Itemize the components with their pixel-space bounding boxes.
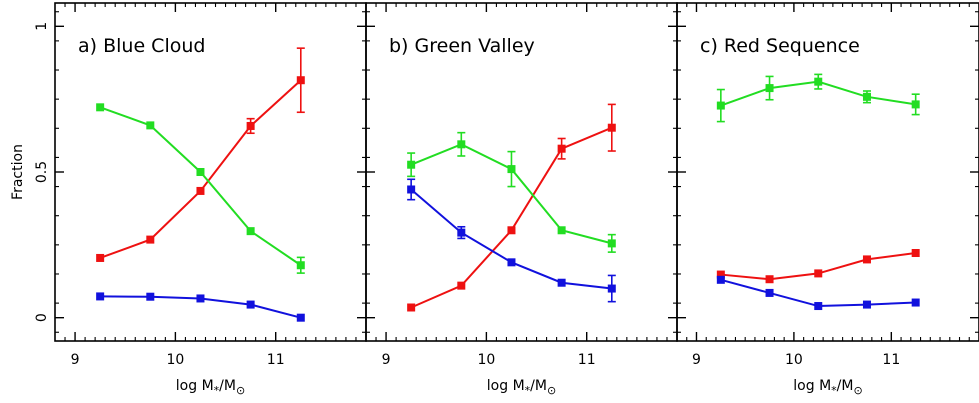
red-point (96, 253, 105, 262)
x-tick-label: 9 (692, 352, 701, 368)
green-point (196, 168, 205, 176)
blue-point (557, 278, 566, 287)
red-point (716, 270, 725, 279)
blue-point (765, 288, 774, 297)
x-tick-label: 9 (382, 352, 391, 368)
blue-point (457, 228, 466, 237)
green-point (96, 103, 105, 112)
red-point (457, 281, 466, 290)
blue-point (96, 292, 105, 301)
x-tick-label: 11 (267, 352, 285, 368)
panel-2: 9 10 11 b) Green Valley log M*/M⊙ (365, 2, 678, 397)
panel-title: c) Red Sequence (700, 35, 860, 57)
blue-point (196, 294, 205, 303)
green-point (862, 92, 871, 101)
x-axis-label: log M*/M⊙ (176, 378, 245, 397)
panel-title: b) Green Valley (389, 35, 535, 57)
panel-1: 9 10 11 0 0.5 1 a) Blue Cloud log M*/M⊙ (34, 2, 367, 397)
green-series-line (99, 106, 302, 267)
blue-point (507, 258, 516, 267)
blue-point (911, 298, 920, 307)
x-axis-label-part: log M (176, 378, 214, 394)
red-point (911, 249, 920, 258)
green-point (765, 84, 774, 93)
x-axis-label-part: /M (530, 378, 547, 394)
red-point (407, 303, 416, 312)
red-point (196, 186, 205, 195)
panel-3: 9 10 11 c) Red Sequence log M*/M⊙ (676, 2, 979, 397)
x-axis-label-part: * (831, 384, 837, 397)
green-point (716, 101, 725, 110)
x-axis-label: log M*/M⊙ (487, 378, 556, 397)
red-point (814, 269, 823, 278)
blue-point (607, 284, 616, 293)
x-axis-label-part: log M (793, 378, 831, 394)
y-tick-label: 0 (34, 313, 50, 322)
red-point (507, 226, 516, 235)
panel-title: a) Blue Cloud (78, 35, 205, 57)
blue-point (246, 300, 255, 309)
red-point (862, 255, 871, 264)
green-point (407, 160, 416, 169)
red-point (557, 144, 566, 153)
red-point (296, 76, 305, 85)
red-point (146, 235, 155, 244)
x-axis-label-part: log M (487, 378, 525, 394)
blue-point (716, 275, 725, 284)
red-point (765, 275, 774, 284)
y-axis-label: Fraction (10, 144, 26, 200)
y-tick-label: 0.5 (34, 161, 50, 183)
x-axis-label-part: * (214, 384, 220, 397)
x-axis-label-part: /M (219, 378, 236, 394)
green-point (814, 77, 823, 86)
blue-point (146, 292, 155, 301)
x-axis-label-part: ⊙ (853, 384, 862, 397)
x-axis-label-part: ⊙ (547, 384, 556, 397)
blue-point (814, 302, 823, 311)
blue-point (862, 300, 871, 309)
green-point (911, 100, 920, 109)
x-tick-label: 10 (477, 352, 495, 368)
x-axis-label-part: /M (837, 378, 854, 394)
green-point (246, 227, 255, 236)
red-point (607, 123, 616, 132)
blue-series-line (410, 188, 612, 290)
green-point (457, 140, 466, 149)
green-point (557, 226, 566, 235)
x-axis-label-part: ⊙ (236, 384, 245, 397)
green-point (607, 239, 616, 248)
green-point (507, 165, 516, 174)
blue-point (407, 185, 416, 194)
blue-point (296, 313, 305, 322)
x-tick-label: 10 (166, 352, 184, 368)
y-tick-label: 1 (34, 22, 50, 31)
x-axis-label: log M*/M⊙ (793, 378, 862, 397)
x-tick-label: 9 (71, 352, 80, 368)
red-point (246, 121, 255, 130)
green-point (146, 121, 155, 130)
x-tick-label: 11 (578, 352, 596, 368)
x-axis-label-part: * (525, 384, 531, 397)
x-tick-label: 10 (785, 352, 803, 368)
green-point (296, 261, 305, 270)
x-tick-label: 11 (882, 352, 900, 368)
